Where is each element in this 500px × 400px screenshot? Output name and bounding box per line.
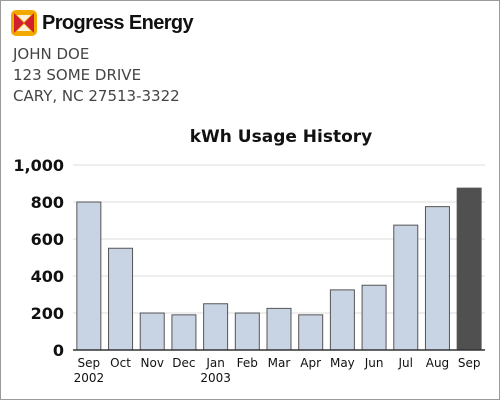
x-tick-label: Sep [458,356,481,370]
y-tick-label: 400 [31,267,64,286]
y-tick-label: 600 [31,230,64,249]
customer-street: 123 SOME DRIVE [13,66,142,84]
usage-bar [361,284,387,351]
current-month-bar [456,187,482,351]
usage-bar [298,314,324,351]
customer-name: JOHN DOE [13,45,90,63]
x-tick-label: Feb [237,356,258,370]
x-tick-label: Oct [110,356,131,370]
progress-energy-logo-icon [11,10,37,36]
company-name: Progress Energy [42,11,194,34]
x-tick-label: Apr [300,356,321,370]
usage-bar [139,312,165,351]
x-tick-label: Dec [172,356,195,370]
customer-city-state-zip: CARY, NC 27513-3322 [13,87,180,105]
usage-bar [76,201,102,351]
y-tick-label: 800 [31,193,64,212]
usage-bar [203,303,229,351]
usage-bar [171,314,197,351]
usage-bar [234,312,260,351]
usage-bar [393,224,419,351]
x-tick-label: Sep [78,356,101,370]
x-tick-label: Jul [398,356,413,370]
y-tick-label: 200 [31,304,64,323]
x-tick-label: Aug [426,356,449,370]
usage-bar [329,289,355,351]
x-year-label: 2002 [74,371,105,385]
y-tick-label: 1,000 [13,156,64,175]
chart-title: kWh Usage History [189,127,373,147]
usage-bar [424,206,450,351]
x-year-label: 2003 [200,371,231,385]
company-logo: Progress Energy [10,9,194,37]
x-tick-label: Mar [268,356,291,370]
y-tick-label: 0 [53,341,64,360]
usage-bar [266,307,292,351]
x-tick-label: Jan [205,356,225,370]
x-tick-label: Jun [364,356,384,370]
x-tick-label: Nov [141,356,164,370]
customer-address: JOHN DOE 123 SOME DRIVE CARY, NC 27513-3… [13,44,180,107]
usage-bar [108,247,134,351]
x-tick-label: May [330,356,355,370]
